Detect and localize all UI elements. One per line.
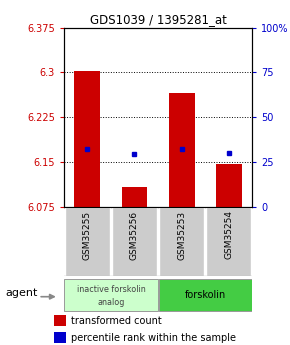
Bar (54, 315, 66, 326)
FancyBboxPatch shape (64, 279, 157, 311)
Text: percentile rank within the sample: percentile rank within the sample (71, 333, 236, 343)
Text: agent: agent (5, 288, 37, 298)
FancyBboxPatch shape (159, 279, 252, 311)
FancyBboxPatch shape (112, 207, 157, 276)
Text: GSM35253: GSM35253 (177, 210, 186, 259)
Bar (122, 187, 147, 207)
Bar (75, 71, 100, 207)
Text: GSM35256: GSM35256 (130, 210, 139, 259)
Text: forskolin: forskolin (184, 290, 226, 300)
Bar (169, 93, 195, 207)
Text: GSM35254: GSM35254 (224, 210, 233, 259)
Text: GSM35255: GSM35255 (83, 210, 92, 259)
Text: inactive forskolin: inactive forskolin (77, 285, 145, 294)
Text: transformed count: transformed count (71, 316, 162, 326)
FancyBboxPatch shape (65, 207, 110, 276)
Text: analog: analog (97, 298, 125, 307)
Bar (216, 164, 242, 207)
FancyBboxPatch shape (206, 207, 251, 276)
FancyBboxPatch shape (159, 207, 204, 276)
Title: GDS1039 / 1395281_at: GDS1039 / 1395281_at (90, 13, 226, 27)
Bar (54, 332, 66, 344)
